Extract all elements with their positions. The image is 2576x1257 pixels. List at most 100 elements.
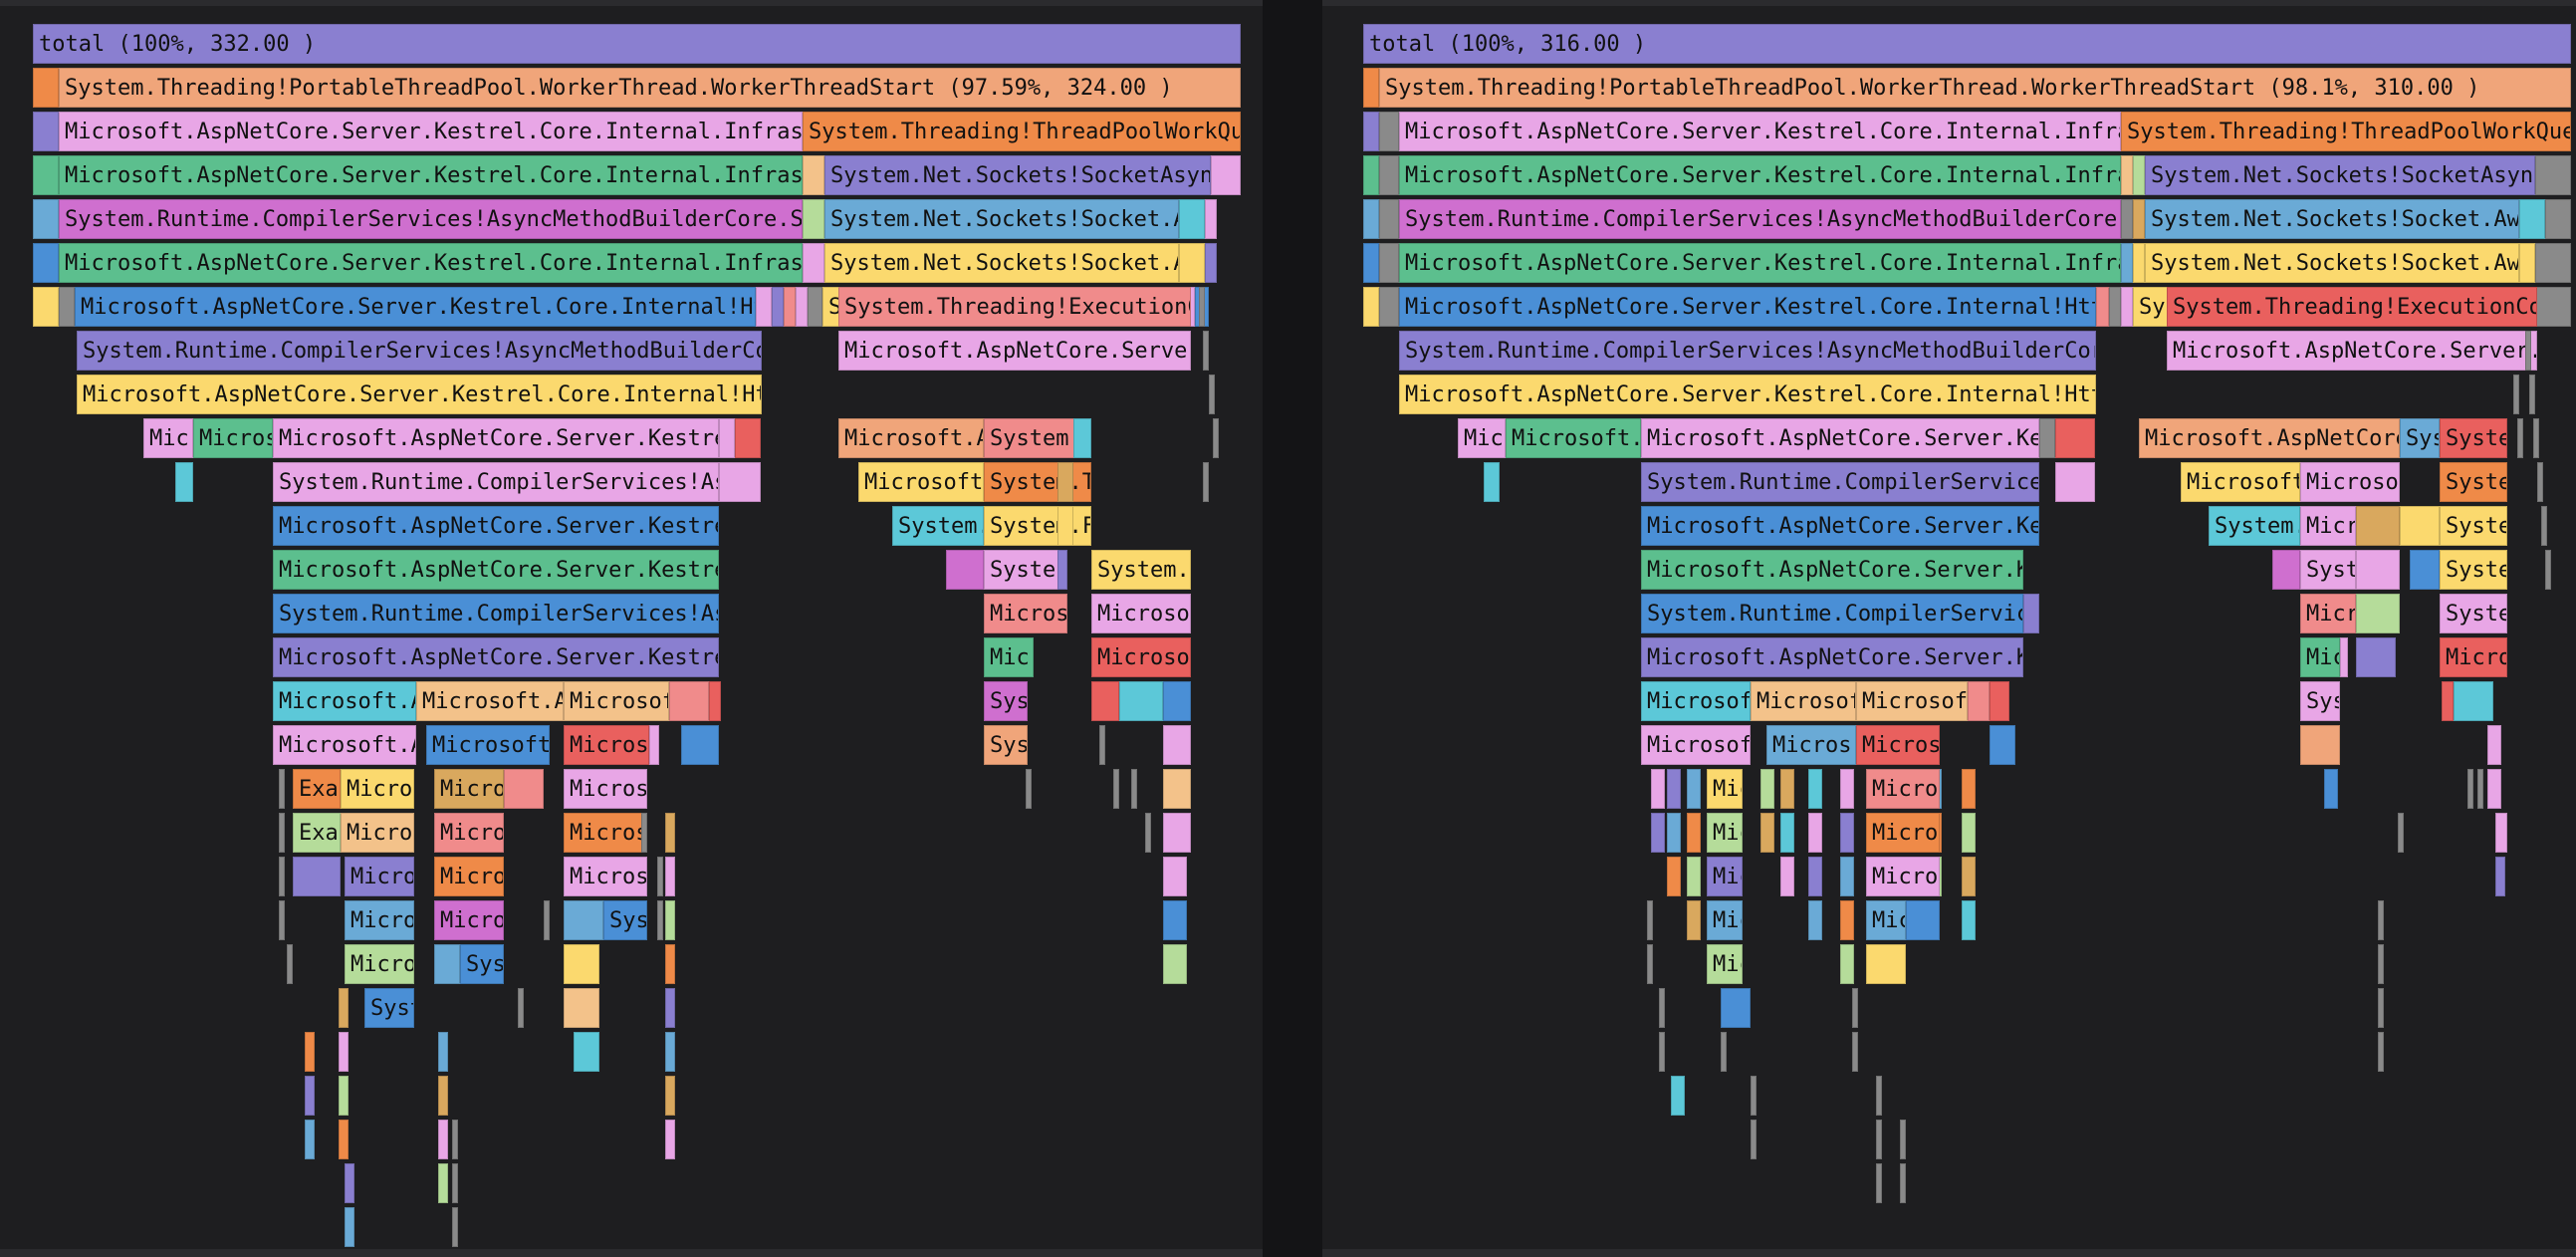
flame-frame[interactable] <box>1163 725 1191 765</box>
flame-frame[interactable] <box>2340 637 2348 677</box>
flame-frame[interactable]: Microsof <box>1091 594 1191 633</box>
flame-frame[interactable] <box>279 900 285 940</box>
flame-frame[interactable] <box>287 944 293 984</box>
flame-frame[interactable]: Microsoft.AspNetCore.Server.Kestrel <box>273 418 719 458</box>
flame-frame[interactable] <box>2535 155 2571 195</box>
flame-frame[interactable] <box>1057 550 1067 590</box>
flame-frame[interactable] <box>33 68 59 108</box>
flame-frame[interactable] <box>2055 462 2095 502</box>
flame-frame[interactable]: Microsoft.AspNetCore.Server.Kestrel.Core… <box>59 243 803 283</box>
flame-frame[interactable] <box>1780 813 1794 853</box>
flame-frame[interactable] <box>2519 199 2545 239</box>
flame-frame[interactable] <box>1840 900 1854 940</box>
flame-frame[interactable] <box>279 813 285 853</box>
flame-frame[interactable] <box>1962 857 1976 896</box>
flame-frame[interactable]: Microsoft.A <box>273 681 416 721</box>
flame-frame[interactable] <box>1091 681 1119 721</box>
flame-frame[interactable]: Syste <box>2440 462 2507 502</box>
flame-frame[interactable] <box>1203 331 1209 371</box>
flame-frame[interactable] <box>735 418 761 458</box>
flame-frame[interactable] <box>438 1076 448 1116</box>
flame-frame[interactable]: Microsoft.AspNetCore.Server.Ke <box>1641 637 2023 677</box>
flame-frame[interactable] <box>649 725 659 765</box>
flame-frame[interactable] <box>665 900 675 940</box>
flame-frame[interactable] <box>1751 1076 1756 1116</box>
flame-frame[interactable] <box>946 550 984 590</box>
flame-frame[interactable] <box>2537 462 2543 502</box>
flame-frame[interactable]: Micr <box>143 418 193 458</box>
flame-frame[interactable]: Micros <box>1856 725 1940 765</box>
flame-frame[interactable]: Micros <box>193 418 273 458</box>
flame-frame[interactable] <box>1667 857 1681 896</box>
flame-frame[interactable] <box>1808 900 1822 940</box>
flame-frame[interactable] <box>1163 857 1187 896</box>
flame-frame[interactable]: Syste <box>2440 506 2507 546</box>
flame-frame[interactable]: Mic <box>1707 900 1743 940</box>
flame-frame[interactable]: Micro <box>345 857 414 896</box>
flame-frame[interactable] <box>796 287 808 327</box>
flame-frame[interactable] <box>1760 769 1774 809</box>
flame-frame[interactable] <box>1363 155 1379 195</box>
flame-frame[interactable]: Syste <box>2440 550 2507 590</box>
flame-frame[interactable] <box>1962 813 1976 853</box>
flame-frame[interactable]: Micro <box>2300 594 2356 633</box>
flame-frame[interactable] <box>1647 944 1653 984</box>
flame-frame[interactable]: Micros <box>564 725 649 765</box>
flame-frame[interactable] <box>665 1120 675 1159</box>
flame-frame[interactable] <box>345 1207 354 1247</box>
flame-frame[interactable]: System.Runtime.CompilerServices!AsyncMet… <box>77 331 762 371</box>
flame-frame[interactable] <box>756 287 772 327</box>
flame-frame[interactable] <box>279 769 285 809</box>
flame-frame[interactable] <box>1647 900 1653 940</box>
flame-frame[interactable] <box>1057 506 1073 546</box>
flame-frame[interactable] <box>1962 900 1976 940</box>
flame-frame[interactable] <box>2356 637 2396 677</box>
flame-frame[interactable] <box>1363 68 1379 108</box>
flame-frame[interactable] <box>1900 1163 1906 1203</box>
flame-frame[interactable] <box>2495 857 2505 896</box>
flame-frame[interactable] <box>1900 1120 1906 1159</box>
flame-frame[interactable]: System.T <box>1091 550 1191 590</box>
flame-frame[interactable]: Micros <box>564 857 647 896</box>
flame-frame[interactable] <box>2513 375 2519 414</box>
flame-frame[interactable] <box>1876 1120 1882 1159</box>
flame-frame[interactable] <box>1363 199 1379 239</box>
flame-frame[interactable] <box>1209 375 1215 414</box>
flame-frame[interactable]: Microsoft.AspNetCore <box>2139 418 2400 458</box>
flame-frame[interactable]: System.Net.Sockets!SocketAsyncEngine <box>824 155 1211 195</box>
flame-frame[interactable]: System.Net.Sockets!Socket.AwaitableSocke… <box>824 199 1179 239</box>
flame-frame[interactable] <box>2519 243 2535 283</box>
flame-frame[interactable] <box>279 857 285 896</box>
flame-frame[interactable]: System.Runtime.CompilerService <box>1641 594 2023 633</box>
flame-frame[interactable] <box>1163 769 1191 809</box>
flame-frame[interactable] <box>518 988 524 1028</box>
flame-frame[interactable]: Micro <box>434 813 504 853</box>
flame-frame[interactable] <box>1026 769 1032 809</box>
flame-frame[interactable] <box>59 287 75 327</box>
flame-frame[interactable]: Microsoft.AspNetCore.Server.Kestrel.Core… <box>1399 155 2121 195</box>
flame-frame[interactable] <box>2121 243 2133 283</box>
flame-frame[interactable]: Microsoft <box>2181 462 2300 502</box>
flame-frame[interactable] <box>2378 900 2384 940</box>
flame-frame[interactable]: Microsoft.AspNetCore.Server.Kestrel.Core… <box>1399 112 2121 151</box>
flame-frame[interactable] <box>2517 418 2523 458</box>
flame-frame[interactable] <box>2545 199 2571 239</box>
flame-frame[interactable]: Sys <box>460 944 504 984</box>
flame-frame[interactable] <box>1808 813 1822 853</box>
flame-frame[interactable] <box>665 857 675 896</box>
flame-frame[interactable] <box>452 1120 458 1159</box>
flame-frame[interactable]: Syste <box>2300 550 2356 590</box>
flame-frame[interactable] <box>2487 725 2501 765</box>
flame-frame[interactable]: Microsoft.AspNetCore.Server.Kes <box>1641 418 2039 458</box>
flame-frame[interactable] <box>2356 594 2400 633</box>
flame-frame[interactable]: Mic <box>1707 944 1743 984</box>
flame-frame[interactable] <box>2356 550 2400 590</box>
flame-frame[interactable]: System.F <box>984 506 1091 546</box>
flame-frame[interactable]: Mic <box>1866 900 1906 940</box>
flame-frame[interactable] <box>1363 112 1379 151</box>
flame-frame[interactable]: System. <box>2209 506 2300 546</box>
flame-frame[interactable]: Microsoft.AspNetCore.Server.Kestrel <box>273 506 719 546</box>
flame-frame[interactable] <box>574 1032 599 1072</box>
flame-frame[interactable]: Micro <box>434 900 504 940</box>
flame-frame[interactable] <box>1057 462 1073 502</box>
